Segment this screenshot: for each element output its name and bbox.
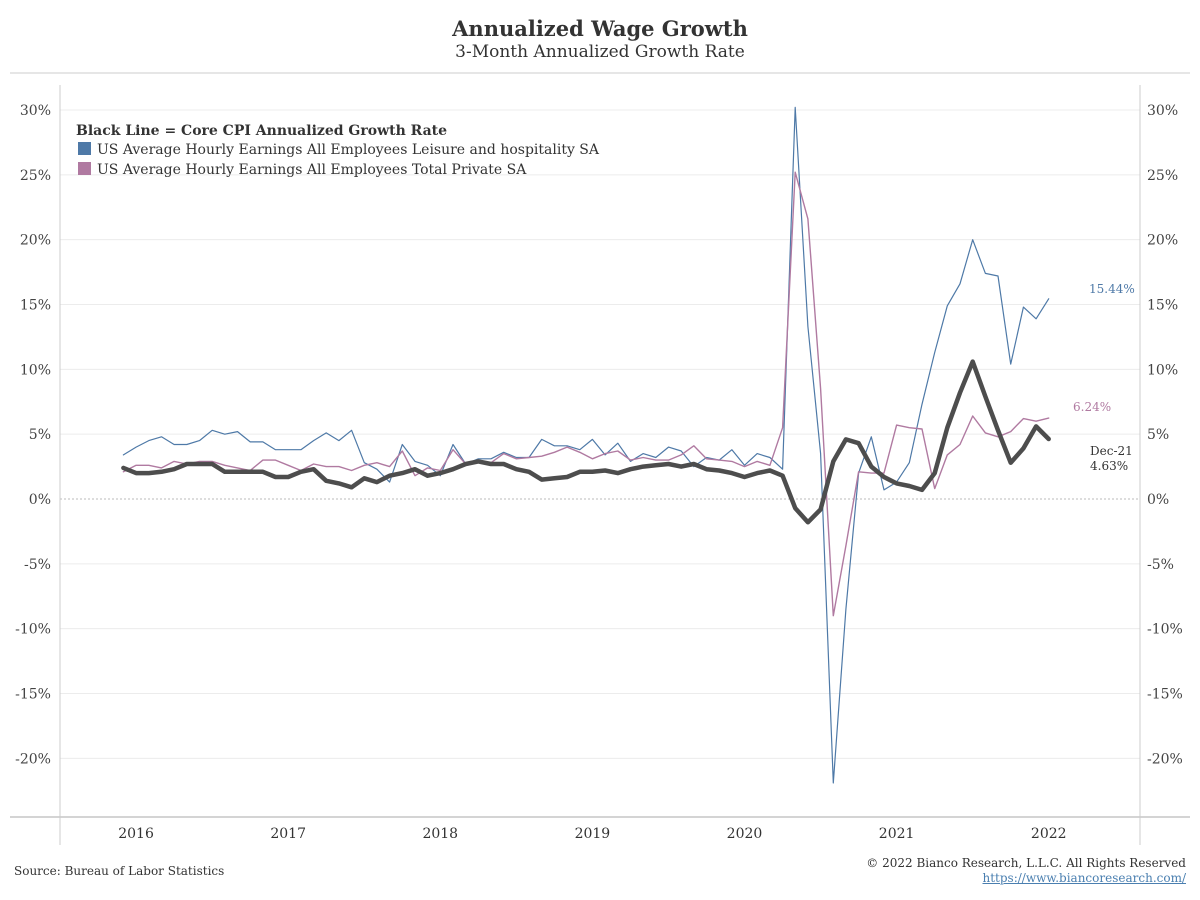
y-tick-label: 15%	[1147, 298, 1178, 314]
legend: Black Line = Core CPI Annualized Growth …	[76, 123, 600, 178]
legend-label-leisure: US Average Hourly Earnings All Employees…	[97, 142, 600, 158]
x-tick-label: 2016	[118, 826, 154, 842]
y-axis-left: 30% 25% 20% 15% 10% 5% 0% -5% -10% -15% -20%	[15, 103, 51, 767]
y-tick-label: 25%	[20, 168, 51, 184]
x-axis: 2016 2017 2018 2019 2020 2021 2022	[118, 826, 1066, 842]
plot-frame	[10, 72, 1190, 845]
y-tick-label: -15%	[15, 687, 51, 703]
y-tick-label: -20%	[1147, 751, 1183, 767]
y-tick-label: -5%	[1147, 557, 1174, 573]
y-axis-right: 30% 25% 20% 15% 10% 5% 0% -5% -10% -15% -20%	[1147, 103, 1183, 767]
y-tick-label: 30%	[20, 103, 51, 119]
grid-lines	[60, 109, 1140, 759]
leisure-hospitality-line	[122, 106, 1050, 784]
y-tick-label: 20%	[1147, 233, 1178, 249]
legend-swatch-private	[78, 162, 91, 175]
chart-subtitle: 3-Month Annualized Growth Rate	[455, 42, 745, 62]
core-cpi-line	[121, 359, 1051, 525]
legend-swatch-leisure	[78, 142, 91, 155]
y-tick-label: 20%	[20, 233, 51, 249]
total-private-line	[122, 171, 1050, 617]
copyright-note: © 2022 Bianco Research, L.L.C. All Right…	[866, 856, 1186, 870]
x-tick-label: 2021	[879, 826, 915, 842]
y-tick-label: 10%	[1147, 362, 1178, 378]
y-tick-label: -5%	[24, 557, 51, 573]
annotation-date: Dec-21	[1090, 444, 1133, 458]
legend-label-private: US Average Hourly Earnings All Employees…	[97, 162, 527, 178]
y-tick-label: 10%	[20, 362, 51, 378]
chart-title: Annualized Wage Growth	[452, 16, 748, 41]
series-lines	[121, 106, 1051, 784]
x-tick-label: 2017	[270, 826, 306, 842]
x-tick-label: 2020	[727, 826, 763, 842]
y-tick-label: 15%	[20, 298, 51, 314]
annotations: 15.44% 6.24% Dec-21 4.63%	[1073, 282, 1135, 473]
legend-header: Black Line = Core CPI Annualized Growth …	[76, 123, 447, 139]
y-tick-label: -20%	[15, 751, 51, 767]
x-tick-label: 2022	[1031, 826, 1067, 842]
source-note: Source: Bureau of Labor Statistics	[14, 864, 225, 878]
annotation-leisure-last: 15.44%	[1089, 282, 1135, 296]
x-tick-label: 2018	[422, 826, 458, 842]
website-link[interactable]: https://www.biancoresearch.com/	[982, 871, 1186, 885]
annotation-cpi-last: 4.63%	[1090, 459, 1128, 473]
y-tick-label: 25%	[1147, 168, 1178, 184]
y-tick-label: -10%	[15, 622, 51, 638]
y-tick-label: 5%	[29, 427, 51, 443]
x-tick-label: 2019	[575, 826, 611, 842]
y-tick-label: -10%	[1147, 622, 1183, 638]
annotation-private-last: 6.24%	[1073, 400, 1111, 414]
y-tick-label: 0%	[1147, 492, 1169, 508]
y-tick-label: 5%	[1147, 427, 1169, 443]
y-tick-label: 30%	[1147, 103, 1178, 119]
y-tick-label: -15%	[1147, 687, 1183, 703]
y-tick-label: 0%	[29, 492, 51, 508]
